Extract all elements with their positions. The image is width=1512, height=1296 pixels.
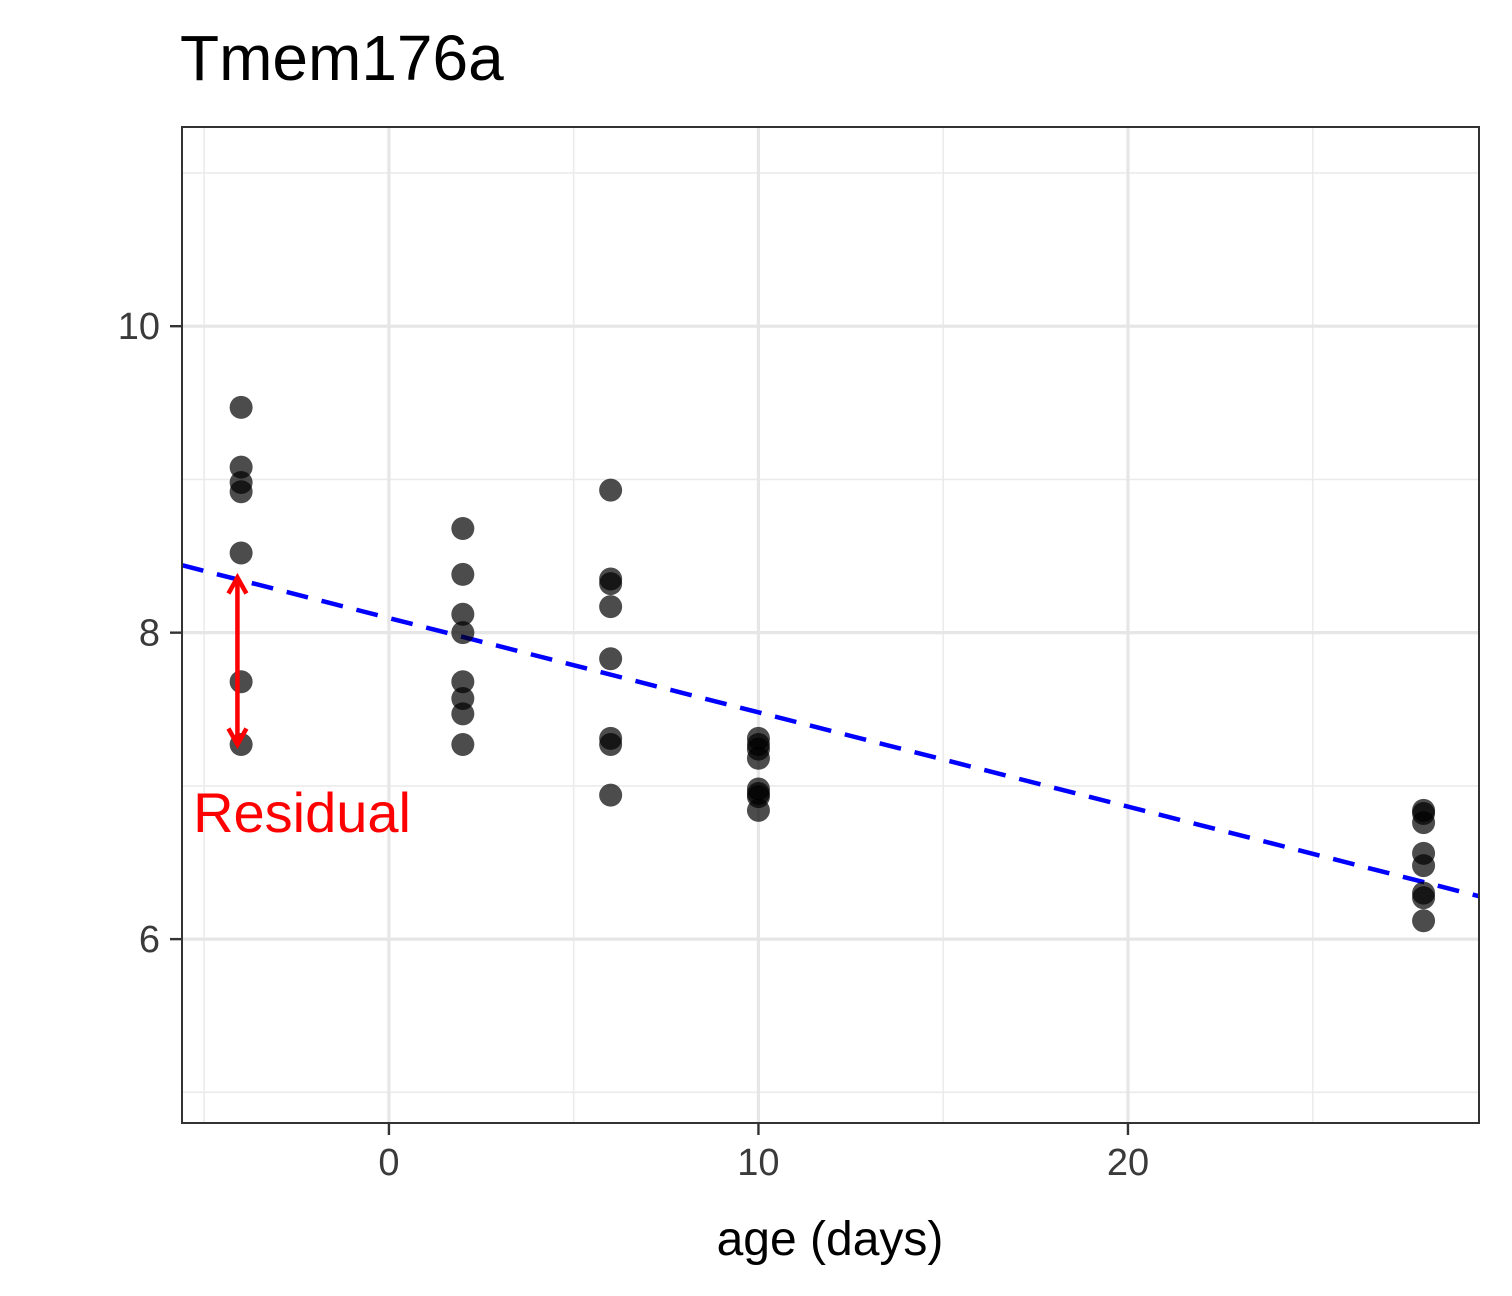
data-point — [599, 783, 623, 807]
x-tick-label: 10 — [737, 1142, 779, 1184]
data-point — [1412, 909, 1436, 933]
data-point — [451, 516, 475, 540]
x-tick-label: 20 — [1107, 1142, 1149, 1184]
data-point — [451, 602, 475, 626]
residual-arrow-head-top — [226, 572, 249, 595]
trend-layer — [182, 563, 1479, 899]
grid-minor — [182, 127, 1479, 1123]
data-point — [599, 595, 623, 619]
data-point — [599, 733, 623, 757]
plot-panel-border — [181, 126, 1480, 1124]
chart-title: Tmem176a — [180, 22, 504, 94]
data-point — [451, 670, 475, 694]
data-point — [229, 395, 253, 419]
data-point — [229, 541, 253, 565]
data-point — [1412, 854, 1436, 878]
data-point — [451, 733, 475, 757]
data-point — [746, 746, 770, 770]
points-layer — [229, 395, 1436, 933]
y-tick-label: 10 — [118, 306, 160, 348]
data-point — [599, 572, 623, 596]
plot-panel-background — [182, 127, 1479, 1123]
grid-major — [182, 127, 1479, 1123]
data-point — [599, 647, 623, 671]
data-point — [229, 670, 253, 694]
annotation-layer: Residual — [193, 572, 411, 844]
data-point — [451, 562, 475, 586]
data-point — [229, 480, 253, 504]
x-tick-label: 0 — [378, 1142, 399, 1184]
y-axis: 6 8 10 — [118, 306, 182, 961]
data-point — [1412, 886, 1436, 910]
trend-line — [182, 563, 1479, 899]
data-point — [599, 478, 623, 502]
data-point — [451, 702, 475, 726]
y-tick-label: 6 — [139, 919, 160, 961]
residual-label: Residual — [193, 781, 411, 844]
residual-arrow-head-bottom — [226, 727, 249, 750]
x-axis-title: age (days) — [717, 1213, 944, 1266]
data-point — [1412, 811, 1436, 835]
y-tick-label: 8 — [139, 613, 160, 655]
data-point — [746, 798, 770, 822]
x-axis: 0 10 20 — [378, 1123, 1149, 1184]
data-point — [451, 621, 475, 645]
